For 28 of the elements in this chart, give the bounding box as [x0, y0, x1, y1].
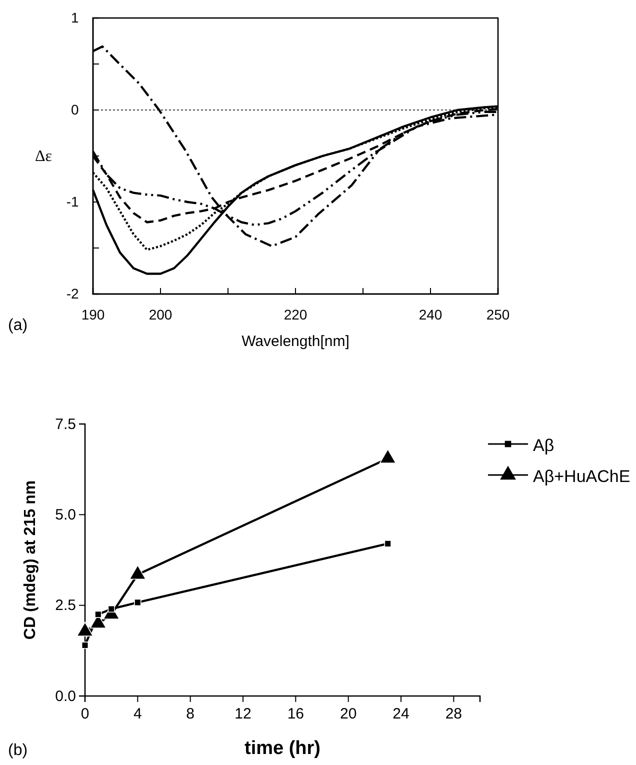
x-tick-label: 240	[418, 306, 442, 322]
x-tick-label: 16	[287, 706, 304, 722]
text: (b)	[8, 742, 28, 759]
y-tick-label: 5.0	[55, 506, 76, 524]
y-tick-label: 1	[71, 9, 80, 26]
x-axis-title: time (hr)	[244, 738, 320, 759]
y-axis-title: CD (mdeg) at 215 nm	[22, 480, 39, 640]
x-tick-label: 220	[284, 306, 308, 322]
x-tick-label: 8	[186, 706, 195, 722]
x-tick-label: 4	[133, 706, 142, 722]
x-tick-label: 20	[340, 706, 357, 722]
legend-label: Aβ+HuAChE	[533, 467, 630, 486]
x-axis-title: Wavelength[nm]	[242, 333, 350, 350]
text: (a)	[8, 317, 28, 334]
legend-label: Aβ	[533, 436, 554, 455]
x-tick-label: 200	[148, 306, 172, 322]
y-tick-label: 0.0	[55, 688, 76, 705]
x-tick-label: 190	[81, 306, 105, 322]
y-tick-label: -2	[66, 285, 80, 302]
y-axis-title: Δε	[35, 148, 52, 165]
y-tick-label: 0	[71, 101, 80, 118]
y-tick-label: -1	[66, 193, 80, 210]
x-tick-label: 12	[234, 706, 252, 722]
x-tick-label: 28	[445, 706, 462, 722]
x-tick-label: 250	[486, 306, 510, 322]
y-tick-label: 2.5	[55, 597, 76, 614]
y-tick-label: 7.5	[55, 416, 76, 433]
x-tick-label: 24	[392, 706, 410, 722]
